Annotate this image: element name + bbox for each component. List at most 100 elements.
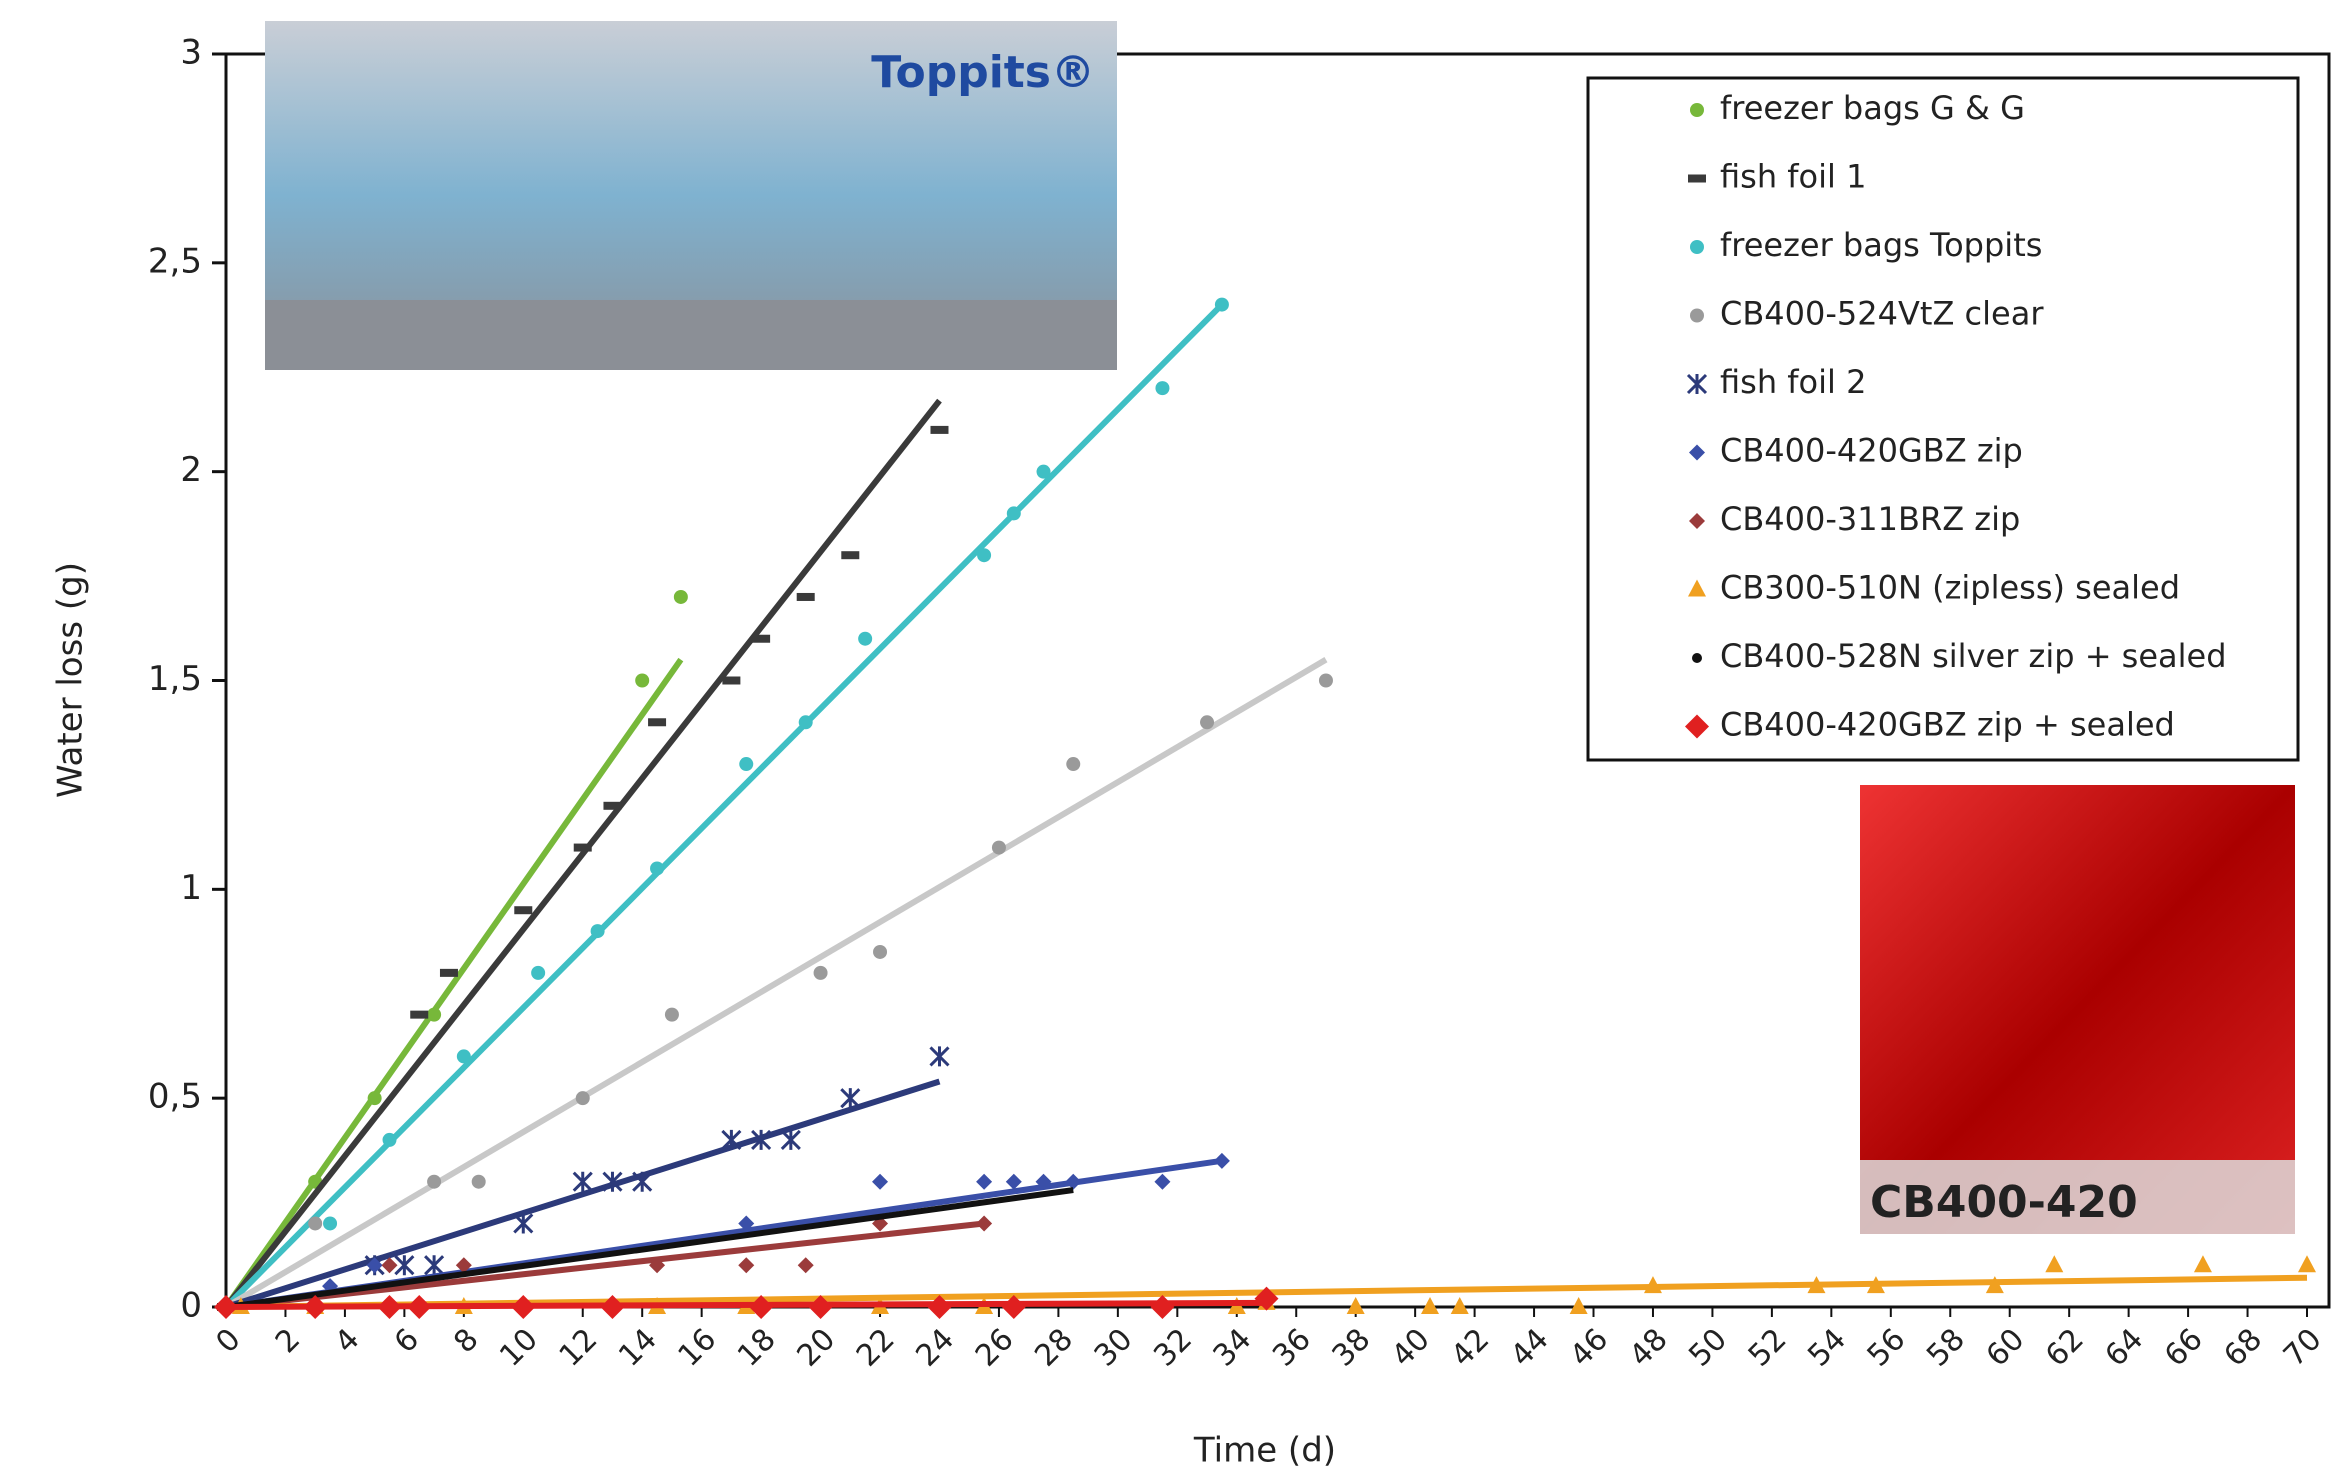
x-tick-label: 0: [209, 1322, 247, 1360]
point: [574, 844, 592, 852]
point: [425, 1255, 443, 1275]
point: [1200, 715, 1214, 729]
x-tick-label: 66: [2158, 1322, 2210, 1374]
inset-label: CB400-420: [1870, 1177, 2138, 1228]
legend-label: CB400-528N silver zip + sealed: [1720, 637, 2227, 675]
point: [930, 1046, 948, 1066]
page: {"chart_data": {"type": "scatter", "xlab…: [0, 0, 2335, 1467]
trend-line: [226, 401, 939, 1307]
x-tick-label: 24: [909, 1322, 961, 1374]
x-tick-label: 28: [1028, 1322, 1080, 1374]
legend-label: freezer bags G & G: [1720, 89, 2025, 127]
point: [457, 1049, 471, 1063]
y-tick-label: 2,5: [148, 241, 202, 281]
legend-label: CB400-420GBZ zip + sealed: [1720, 706, 2175, 744]
point: [752, 635, 770, 643]
point: [603, 802, 621, 810]
x-tick-label: 46: [1563, 1322, 1615, 1374]
x-tick-label: 8: [447, 1322, 485, 1360]
x-tick-label: 60: [1980, 1322, 2032, 1374]
x-tick-label: 50: [1682, 1322, 1734, 1374]
x-tick-label: 34: [1207, 1322, 1259, 1374]
legend-marker: [1690, 240, 1704, 254]
inset-photo-toppits: Toppits®: [265, 21, 1117, 370]
x-tick-label: 16: [672, 1322, 724, 1374]
x-tick-label: 68: [2217, 1322, 2269, 1374]
legend-marker: [1690, 309, 1704, 323]
point: [514, 906, 532, 914]
y-tick-label: 1,5: [148, 659, 202, 699]
point: [798, 1257, 814, 1273]
point: [814, 966, 828, 980]
point: [633, 1172, 651, 1192]
point: [739, 757, 753, 771]
trend-line: [226, 1081, 939, 1307]
x-tick-label: 2: [269, 1322, 307, 1360]
x-tick-label: 14: [612, 1322, 664, 1374]
point: [2194, 1255, 2212, 1272]
point: [977, 548, 991, 562]
legend-label: CB300-510N (zipless) sealed: [1720, 569, 2180, 607]
y-tick-label: 0: [180, 1286, 202, 1326]
point: [308, 1216, 322, 1230]
legend-marker: [1688, 175, 1706, 183]
point: [410, 1011, 428, 1019]
x-tick-label: 64: [2099, 1322, 2151, 1374]
point: [841, 1088, 859, 1108]
point: [378, 1295, 402, 1319]
point: [427, 1175, 441, 1189]
legend-marker: [1690, 103, 1704, 117]
point: [427, 1008, 441, 1022]
point: [531, 966, 545, 980]
point: [1037, 465, 1051, 479]
x-axis-title: Time (d): [1193, 1431, 1336, 1467]
point: [797, 593, 815, 601]
point: [650, 861, 664, 875]
point: [635, 674, 649, 688]
legend-label: CB400-311BRZ zip: [1720, 500, 2020, 538]
x-tick-label: 30: [1088, 1322, 1140, 1374]
x-tick-label: 10: [493, 1322, 545, 1374]
y-tick-label: 0,5: [148, 1077, 202, 1117]
point: [1150, 1295, 1174, 1319]
point: [1319, 674, 1333, 688]
point: [323, 1216, 337, 1230]
point: [407, 1295, 431, 1319]
point: [722, 677, 740, 685]
point: [395, 1255, 413, 1275]
x-tick-label: 4: [328, 1322, 366, 1360]
legend-label: CB400-420GBZ zip: [1720, 432, 2023, 470]
x-tick-label: 12: [553, 1322, 605, 1374]
point: [511, 1295, 535, 1319]
point: [1155, 381, 1169, 395]
point: [2045, 1255, 2063, 1272]
legend-label: fish foil 2: [1720, 363, 1866, 401]
point: [1006, 1174, 1022, 1190]
x-tick-label: 6: [388, 1322, 426, 1360]
point: [873, 945, 887, 959]
point: [514, 1213, 532, 1233]
x-tick-label: 56: [1861, 1322, 1913, 1374]
point: [738, 1257, 754, 1273]
x-tick-label: 62: [2039, 1322, 2091, 1374]
point: [858, 632, 872, 646]
point: [440, 969, 458, 977]
x-tick-label: 44: [1504, 1322, 1556, 1374]
point: [472, 1175, 486, 1189]
x-tick-label: 20: [790, 1322, 842, 1374]
x-tick-label: 38: [1326, 1322, 1378, 1374]
point: [574, 1172, 592, 1192]
point: [799, 715, 813, 729]
legend-label: freezer bags Toppits: [1720, 226, 2042, 264]
x-tick-label: 36: [1266, 1322, 1318, 1374]
point: [841, 551, 859, 559]
point: [1007, 506, 1021, 520]
series: [219, 590, 688, 1314]
point: [1215, 298, 1229, 312]
inset-label: Toppits®: [871, 47, 1095, 98]
point: [2298, 1255, 2316, 1272]
point: [930, 426, 948, 434]
y-tick-label: 3: [180, 33, 202, 73]
x-tick-label: 40: [1385, 1322, 1437, 1374]
point: [1154, 1174, 1170, 1190]
